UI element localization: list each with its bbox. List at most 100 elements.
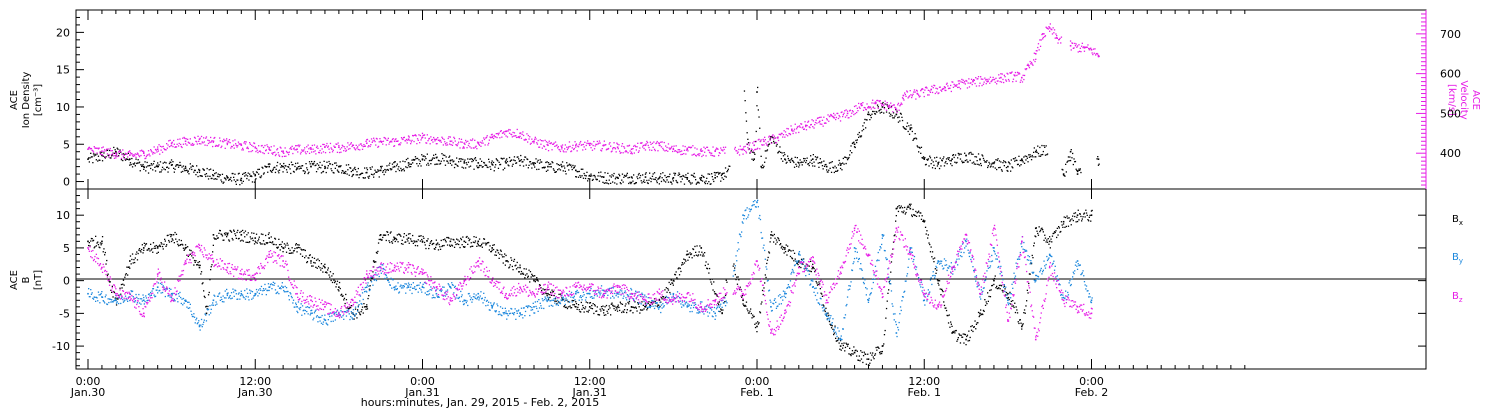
bx-series-point — [720, 308, 722, 310]
velocity-series-point — [667, 150, 669, 152]
velocity-series-point — [483, 138, 486, 141]
bx-series-point — [118, 294, 120, 296]
bx-series-point — [682, 263, 684, 265]
bx-series-point — [687, 259, 689, 261]
velocity-series-point — [650, 143, 652, 145]
bx-series-point — [1042, 231, 1044, 233]
velocity-series-point — [613, 142, 615, 144]
ion-density-series-point — [168, 162, 171, 165]
ion-density-series-point — [1010, 170, 1012, 172]
bx-series-point — [456, 243, 458, 245]
bx-series-point — [518, 271, 520, 273]
ion-density-series-point — [516, 156, 518, 158]
bx-series-point — [124, 276, 126, 278]
by-series-point — [118, 297, 120, 299]
bx-series-point — [288, 252, 290, 254]
bx-series-point — [234, 233, 236, 235]
by-series-point — [126, 299, 128, 301]
by-series-point — [185, 300, 187, 302]
bx-series-point — [405, 234, 408, 237]
velocity-series-point — [145, 157, 147, 159]
bx-series-point — [854, 349, 856, 352]
bx-series-point — [694, 245, 696, 248]
velocity-series-point — [230, 145, 233, 148]
bx-series-sample — [1007, 292, 1009, 295]
ion-density-series-point — [748, 148, 750, 150]
bx-series-point — [636, 310, 638, 312]
bx-series-point — [513, 258, 516, 261]
bx-series-point — [442, 239, 444, 241]
ion-density-series-point — [107, 154, 109, 157]
velocity-series-point — [103, 150, 105, 152]
velocity-series-point — [707, 149, 709, 151]
bx-series-point — [888, 289, 890, 291]
velocity-series-point — [108, 156, 110, 158]
velocity-series-point — [501, 136, 503, 138]
bx-series-point — [964, 334, 966, 336]
bx-series-point — [1019, 319, 1021, 321]
ion-density-series-point — [980, 164, 982, 167]
velocity-series-point — [502, 132, 504, 134]
ion-density-series-point — [692, 174, 694, 176]
velocity-series-point — [280, 147, 282, 149]
ion-density-series-point — [142, 163, 144, 166]
ion-density-series-sample — [156, 165, 159, 168]
velocity-series-point — [660, 146, 663, 148]
ion-density-series-point — [186, 169, 188, 171]
bx-series-point — [404, 241, 406, 243]
velocity-series-point — [251, 150, 254, 152]
ion-density-series-point — [882, 101, 884, 104]
velocity-series-point — [481, 142, 483, 144]
ion-density-series-sample — [756, 91, 758, 93]
bx-series-point — [867, 353, 869, 355]
ion-density-series-point — [928, 165, 930, 167]
by-series-point — [149, 295, 151, 297]
velocity-series-point — [382, 140, 385, 142]
bx-series-point — [181, 243, 183, 245]
ion-density-series-point — [943, 165, 946, 167]
velocity-series-point — [558, 148, 560, 151]
velocity-series-point — [1055, 33, 1057, 35]
bx-series-point — [572, 304, 574, 306]
ion-density-series-point — [92, 162, 94, 164]
bx-series-point — [1014, 302, 1016, 304]
velocity-series-point — [221, 145, 223, 147]
ion-density-series-point — [667, 176, 669, 178]
velocity-series-point — [858, 106, 860, 108]
ion-density-series-point — [159, 161, 162, 163]
bx-series-point — [991, 285, 993, 287]
velocity-series-point — [516, 128, 518, 131]
ion-density-series-point — [844, 156, 846, 158]
ion-density-series-point — [727, 170, 729, 172]
velocity-series-point — [632, 148, 634, 150]
velocity-series-point — [277, 152, 279, 154]
ion-density-series-point — [534, 166, 536, 168]
ion-density-series-point — [472, 160, 474, 162]
ion-density-series-point — [821, 161, 823, 163]
velocity-series-point — [713, 155, 715, 157]
bx-series-point — [505, 254, 507, 257]
velocity-series-point — [258, 150, 260, 152]
ion-density-series-point — [900, 113, 902, 115]
bx-series-point — [461, 244, 463, 246]
bx-series-sample — [756, 325, 758, 328]
ion-density-series-point — [175, 164, 178, 166]
ion-density-series-point — [176, 164, 178, 166]
ion-density-series-point — [454, 163, 456, 165]
ion-density-series-point — [821, 165, 824, 167]
velocity-series-point — [1082, 46, 1084, 49]
velocity-series-sample — [198, 138, 201, 141]
ion-density-series-point — [721, 177, 723, 179]
bx-series-point — [302, 249, 304, 251]
velocity-series-point — [635, 146, 637, 148]
velocity-series-point — [1078, 44, 1080, 46]
ion-density-series-point — [581, 175, 583, 177]
velocity-series-point — [88, 147, 90, 149]
by-series-point — [138, 293, 140, 296]
velocity-series-point — [138, 156, 141, 158]
bx-series-point — [1044, 237, 1047, 239]
bx-series-point — [991, 284, 994, 287]
ion-density-series-point — [501, 157, 503, 160]
velocity-series-point — [793, 128, 796, 130]
velocity-series-point — [788, 132, 790, 135]
